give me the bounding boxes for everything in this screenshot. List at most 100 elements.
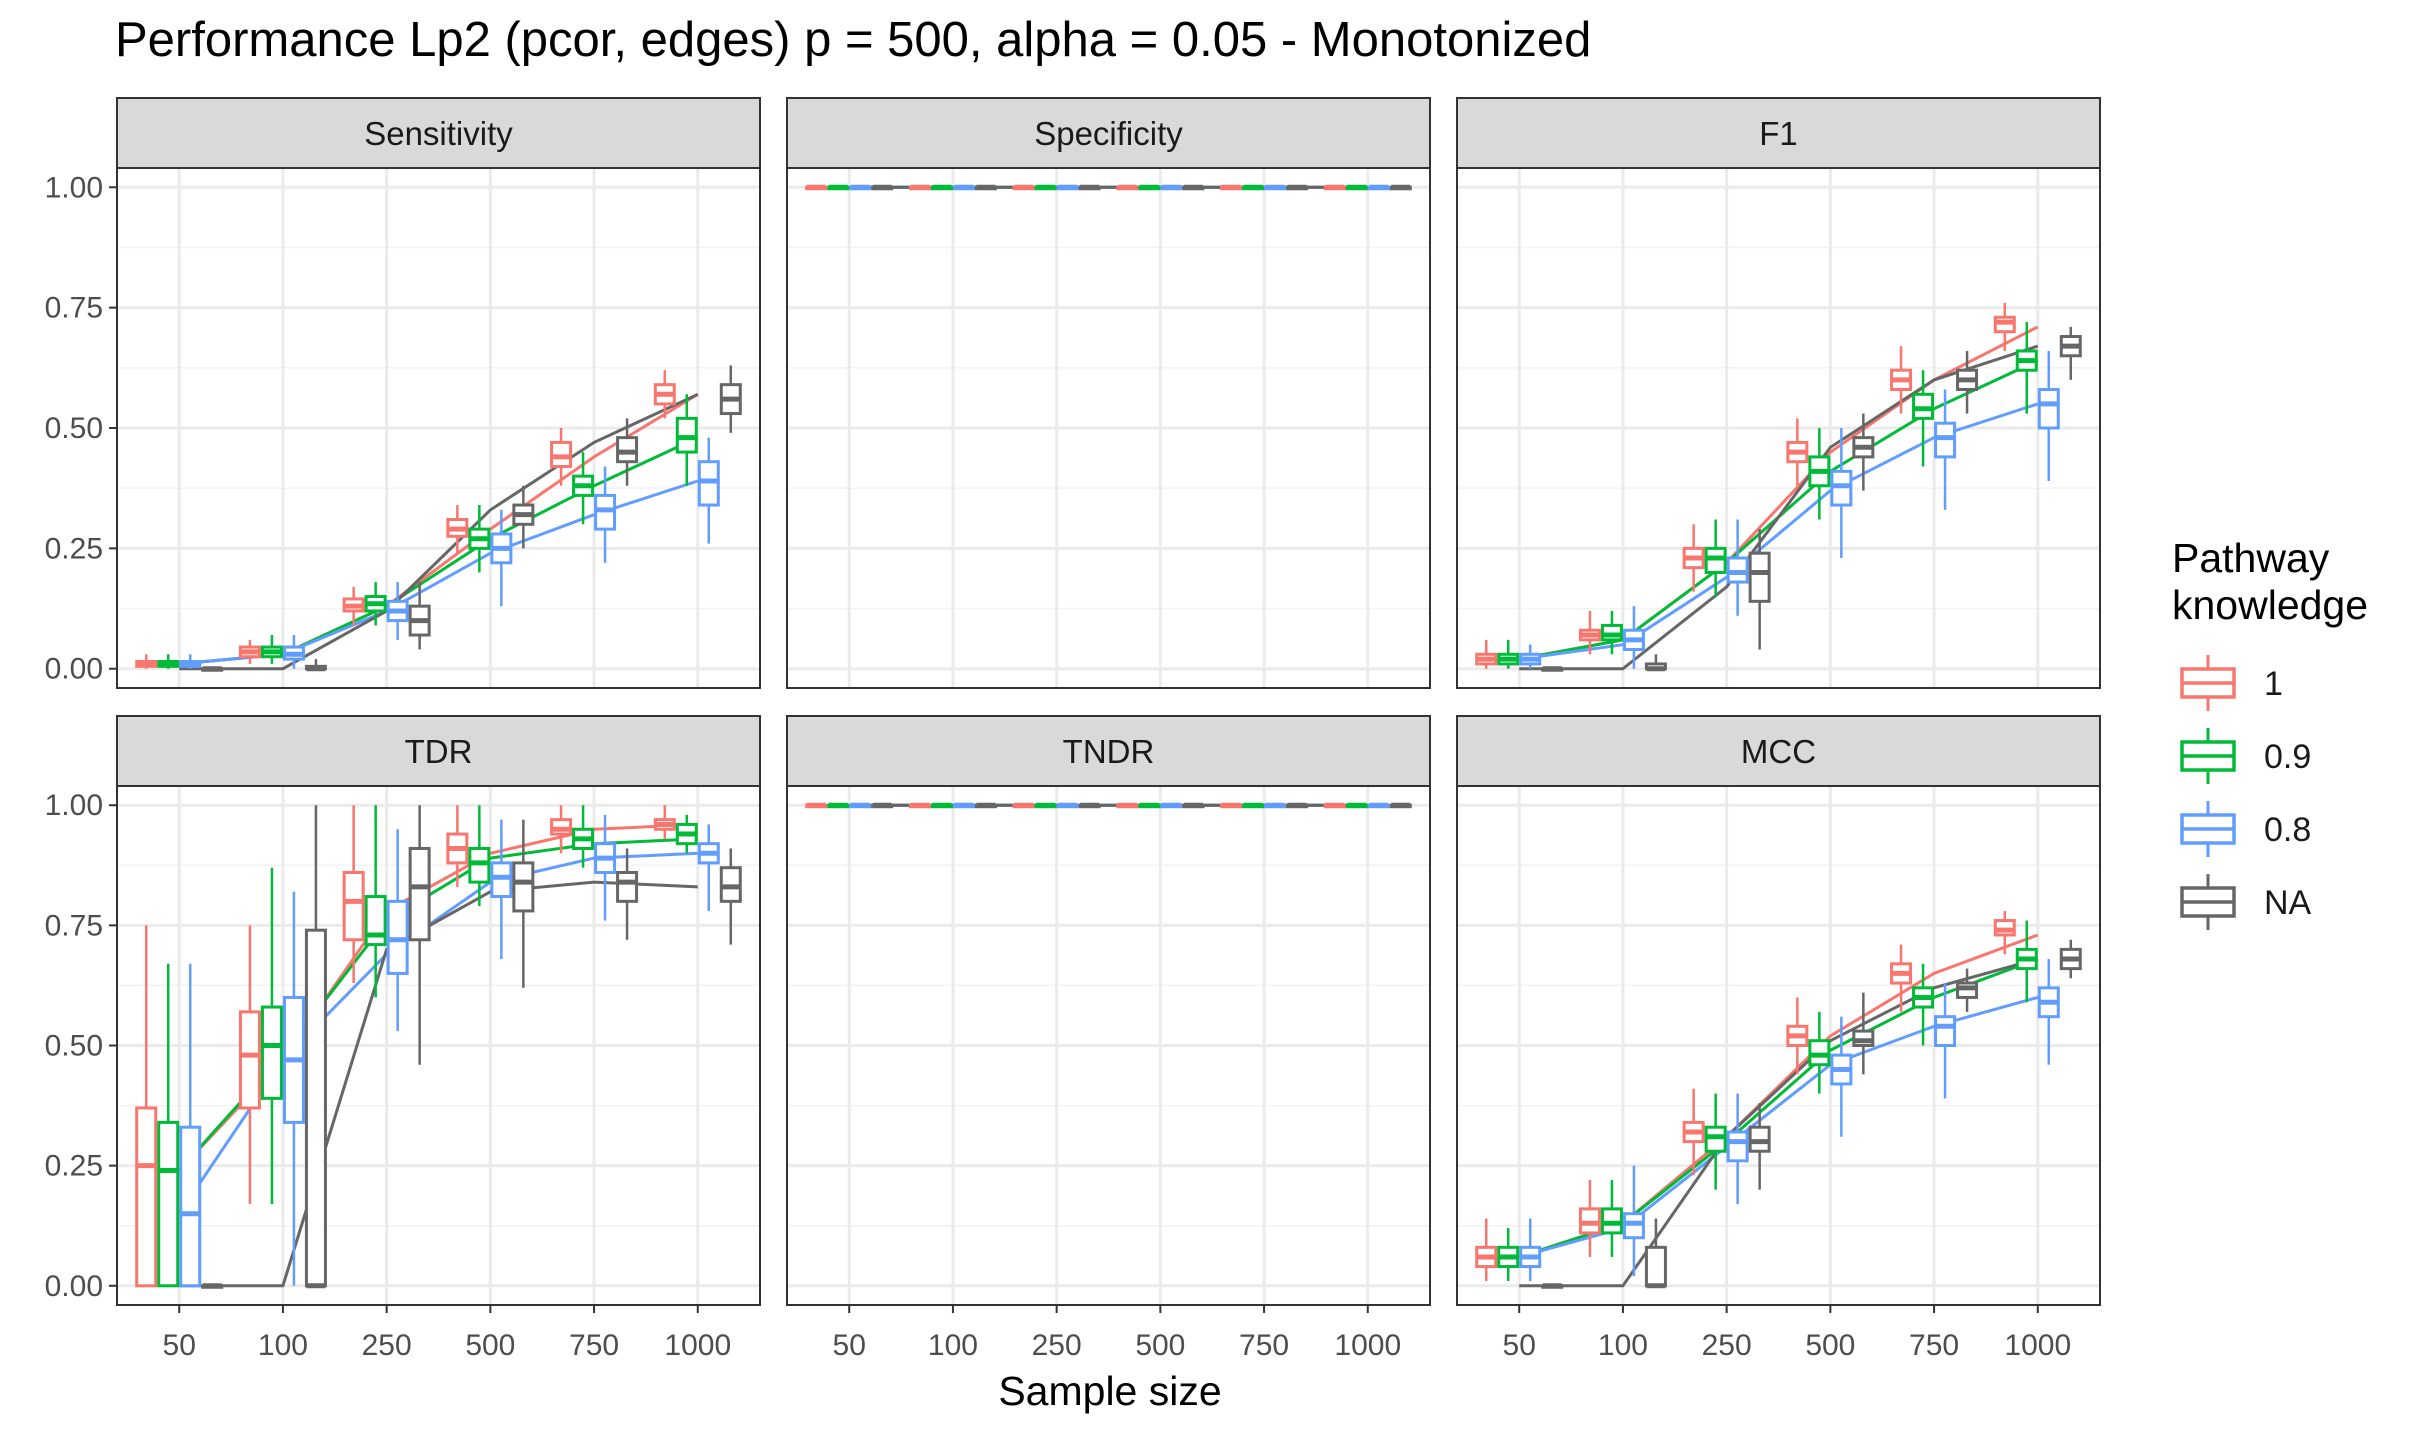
box-body bbox=[616, 871, 639, 903]
box-0.9-500 bbox=[468, 805, 491, 907]
box-NA-100 bbox=[974, 802, 997, 809]
x-tick-label: 100 bbox=[928, 1329, 978, 1362]
strip-label: F1 bbox=[1759, 115, 1798, 152]
box-0.8-250 bbox=[386, 582, 409, 640]
box-1-500 bbox=[446, 805, 469, 887]
box-0.8-500 bbox=[1160, 802, 1183, 809]
legend-key bbox=[2180, 801, 2236, 857]
y-tick-label: 1.00 bbox=[45, 789, 103, 822]
box-1-250 bbox=[1682, 524, 1705, 592]
x-tick-label: 750 bbox=[1239, 1329, 1289, 1362]
box-0.9-1000 bbox=[1345, 184, 1368, 191]
box-1-500 bbox=[1786, 997, 1809, 1075]
box-body bbox=[408, 846, 431, 942]
box-0.9-1000 bbox=[2015, 920, 2038, 1003]
box-1-50 bbox=[135, 654, 158, 669]
box-NA-100 bbox=[974, 184, 997, 191]
box-0.9-750 bbox=[1242, 802, 1265, 809]
trend-line-NA bbox=[1519, 957, 2039, 1288]
strip-background bbox=[116, 715, 761, 787]
x-tick-label: 1000 bbox=[1334, 1329, 1401, 1362]
box-0.8-750 bbox=[594, 466, 617, 563]
box-NA-50 bbox=[201, 666, 224, 672]
box-0.8-100 bbox=[952, 184, 975, 191]
legend-label: NA bbox=[2264, 884, 2312, 922]
box-NA-750 bbox=[1286, 802, 1309, 809]
strip-label: TNDR bbox=[1063, 733, 1155, 770]
y-tick-label: 0.00 bbox=[45, 1270, 103, 1303]
legend-item: NA bbox=[2172, 866, 2412, 939]
box-0.8-1000 bbox=[1367, 802, 1390, 809]
box-body bbox=[157, 1120, 180, 1288]
box-1-500 bbox=[1786, 418, 1809, 486]
box-0.8-250 bbox=[1056, 184, 1079, 191]
y-tick-label: 0.25 bbox=[45, 532, 103, 565]
box-1-750 bbox=[1890, 944, 1913, 1012]
box-body bbox=[1934, 1015, 1957, 1048]
box-0.9-750 bbox=[572, 805, 595, 868]
box-0.8-50 bbox=[179, 654, 202, 669]
box-NA-1000 bbox=[719, 365, 742, 433]
box-0.9-250 bbox=[364, 582, 387, 626]
box-1-500 bbox=[1116, 184, 1139, 191]
box-1-250 bbox=[342, 586, 365, 626]
box-NA-250 bbox=[1748, 1103, 1771, 1190]
legend-label: 0.9 bbox=[2264, 738, 2312, 776]
box-NA-250 bbox=[1748, 529, 1771, 650]
x-tick-label: 100 bbox=[258, 1329, 308, 1362]
x-tick-label: 250 bbox=[1032, 1329, 1082, 1362]
box-1-1000 bbox=[1993, 910, 2016, 955]
box-0.8-500 bbox=[1830, 1016, 1853, 1137]
box-1-250 bbox=[342, 805, 365, 984]
box-1-1000 bbox=[1323, 802, 1346, 809]
box-0.9-100 bbox=[260, 635, 283, 664]
strip-background bbox=[786, 97, 1431, 169]
box-NA-500 bbox=[1182, 802, 1205, 809]
box-1-250 bbox=[1012, 184, 1035, 191]
box-0.9-100 bbox=[1600, 610, 1623, 655]
box-NA-100 bbox=[1644, 654, 1667, 672]
box-0.9-1000 bbox=[2015, 322, 2038, 414]
box-NA-500 bbox=[1182, 184, 1205, 191]
box-1-750 bbox=[1220, 184, 1243, 191]
trend-line-NA bbox=[1519, 344, 2039, 671]
strip-label: MCC bbox=[1741, 733, 1816, 770]
box-1-750 bbox=[1220, 802, 1243, 809]
strip-background bbox=[1456, 97, 2101, 169]
box-1-750 bbox=[550, 428, 573, 486]
box-0.9-50 bbox=[827, 802, 850, 809]
y-tick-label: 1.00 bbox=[45, 171, 103, 204]
box-0.8-1000 bbox=[2037, 959, 2060, 1065]
box-0.8-50 bbox=[1519, 644, 1542, 669]
box-NA-50 bbox=[871, 184, 894, 191]
x-tick-label: 100 bbox=[1598, 1329, 1648, 1362]
box-body bbox=[512, 861, 535, 913]
box-NA-50 bbox=[1541, 666, 1564, 672]
legend-label: 0.8 bbox=[2264, 811, 2312, 849]
box-0.8-750 bbox=[1934, 389, 1957, 510]
box-1-500 bbox=[446, 505, 469, 554]
box-0.8-250 bbox=[386, 829, 409, 1032]
box-NA-50 bbox=[201, 1283, 224, 1289]
legend-title: Pathway knowledge bbox=[2172, 535, 2369, 628]
box-1-100 bbox=[1578, 610, 1601, 655]
trend-line-NA bbox=[179, 392, 699, 671]
x-tick-label: 1000 bbox=[664, 1329, 731, 1362]
box-0.8-500 bbox=[490, 509, 513, 607]
box-0.9-50 bbox=[157, 963, 180, 1288]
box-0.8-1000 bbox=[1367, 184, 1390, 191]
box-NA-500 bbox=[1852, 992, 1875, 1075]
x-tick-label: 500 bbox=[1805, 1329, 1855, 1362]
y-tick-label: 0.50 bbox=[45, 1030, 103, 1063]
box-0.9-250 bbox=[1704, 1093, 1727, 1190]
box-0.9-750 bbox=[1242, 184, 1265, 191]
box-0.8-500 bbox=[1830, 428, 1853, 558]
box-0.9-100 bbox=[260, 867, 283, 1205]
box-0.8-750 bbox=[594, 814, 617, 921]
x-tick-label: 750 bbox=[1909, 1329, 1959, 1362]
y-tick-label: 0.50 bbox=[45, 412, 103, 445]
box-NA-250 bbox=[1078, 802, 1101, 809]
x-tick-label: 50 bbox=[833, 1329, 866, 1362]
